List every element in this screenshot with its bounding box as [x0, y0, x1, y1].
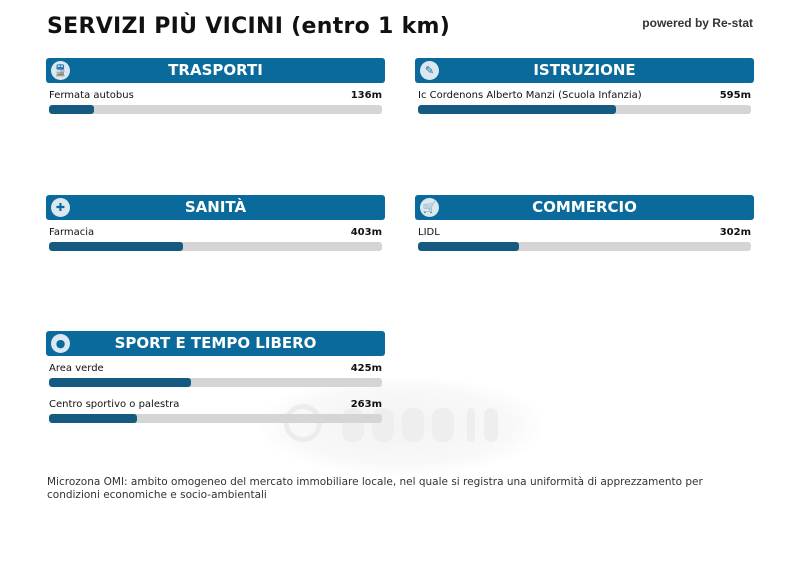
section-header: 🛒 COMMERCIO	[415, 195, 754, 220]
tennis-icon: ●	[51, 334, 70, 353]
service-distance: 136m	[350, 90, 382, 101]
service-distance: 302m	[719, 227, 751, 238]
section-title: ISTRUZIONE	[533, 61, 636, 79]
service-label: Farmacia	[49, 227, 95, 238]
distance-bar	[418, 105, 751, 114]
distance-bar-fill	[49, 242, 184, 251]
service-distance: 595m	[719, 90, 751, 101]
service-item: LIDL 302m	[418, 226, 751, 256]
section-title: COMMERCIO	[532, 198, 637, 216]
school-icon: ✎	[420, 61, 439, 80]
section-commercio: 🛒 COMMERCIO LIDL 302m	[415, 195, 754, 256]
section-trasporti: 🚆 TRASPORTI Fermata autobus 136m	[46, 58, 385, 119]
service-label: Centro sportivo o palestra	[49, 399, 180, 410]
service-label: Fermata autobus	[49, 90, 134, 101]
train-icon: 🚆	[51, 61, 70, 80]
service-label: LIDL	[418, 227, 440, 238]
distance-bar	[49, 105, 382, 114]
section-header: ● SPORT E TEMPO LIBERO	[46, 331, 385, 356]
distance-bar-fill	[49, 105, 95, 114]
powered-by: powered by Re-stat	[642, 16, 753, 30]
service-label: Area verde	[49, 363, 104, 374]
distance-bar	[49, 242, 382, 251]
section-sanit-: ✚ SANITÀ Farmacia 403m	[46, 195, 385, 256]
watermark-shape	[467, 408, 475, 442]
section-sport-e-tempo-libero: ● SPORT E TEMPO LIBERO Area verde 425m Centr…	[46, 331, 385, 428]
distance-bar-fill	[49, 378, 191, 387]
distance-bar-fill	[49, 414, 137, 423]
service-item: Fermata autobus 136m	[49, 89, 382, 119]
service-item: Ic Cordenons Alberto Manzi (Scuola Infan…	[418, 89, 751, 119]
distance-bar	[49, 414, 382, 423]
service-item: Area verde 425m	[49, 362, 382, 392]
section-header: ✎ ISTRUZIONE	[415, 58, 754, 83]
footnote: Microzona OMI: ambito omogeneo del merca…	[47, 476, 703, 501]
service-item: Centro sportivo o palestra 263m	[49, 398, 382, 428]
section-title: TRASPORTI	[168, 61, 263, 79]
section-header: 🚆 TRASPORTI	[46, 58, 385, 83]
watermark-house-icon	[284, 404, 322, 442]
section-istruzione: ✎ ISTRUZIONE Ic Cordenons Alberto Manzi (S…	[415, 58, 754, 119]
page-title: SERVIZI PIÙ VICINI (entro 1 km)	[47, 14, 451, 39]
watermark-shape	[432, 408, 454, 442]
distance-bar-fill	[418, 105, 617, 114]
distance-bar-fill	[418, 242, 519, 251]
section-header: ✚ SANITÀ	[46, 195, 385, 220]
section-title: SANITÀ	[184, 198, 247, 216]
service-distance: 263m	[350, 399, 382, 410]
watermark-shape	[402, 408, 424, 442]
service-distance: 425m	[350, 363, 382, 374]
service-label: Ic Cordenons Alberto Manzi (Scuola Infan…	[418, 90, 642, 101]
watermark-shape	[484, 408, 498, 442]
service-item: Farmacia 403m	[49, 226, 382, 256]
distance-bar	[418, 242, 751, 251]
service-distance: 403m	[350, 227, 382, 238]
hospital-icon: ✚	[51, 198, 70, 217]
cart-icon: 🛒	[420, 198, 439, 217]
section-title: SPORT E TEMPO LIBERO	[114, 334, 317, 352]
distance-bar	[49, 378, 382, 387]
